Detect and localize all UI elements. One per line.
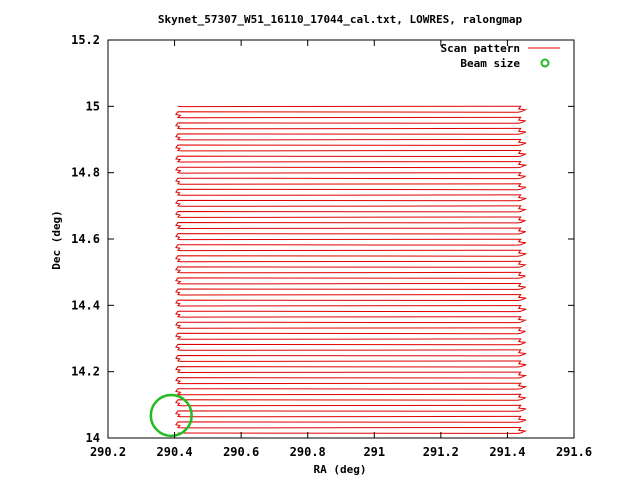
- x-axis: 290.2 290.4 290.6 290.8 291 291.2 291.4 291.6: [90, 40, 592, 459]
- x-tick-label: 291: [363, 445, 385, 459]
- scan-pattern-series: [175, 105, 528, 434]
- legend-swatch-beam-size: [540, 58, 550, 68]
- beam-size-circle: [149, 393, 193, 438]
- y-tick-label: 15.2: [71, 33, 100, 47]
- x-tick-label: 290.6: [223, 445, 259, 459]
- x-tick-label: 291.6: [556, 445, 592, 459]
- y-axis-label: Dec (deg): [50, 210, 63, 270]
- x-tick-label: 291.2: [423, 445, 459, 459]
- x-tick-label: 291.4: [489, 445, 525, 459]
- y-tick-label: 14.2: [71, 365, 100, 379]
- legend: Scan pattern Beam size: [441, 42, 560, 70]
- y-tick-label: 14.8: [71, 166, 100, 180]
- x-axis-label: RA (deg): [314, 463, 367, 476]
- y-tick-label: 15: [86, 99, 100, 113]
- y-tick-label: 14: [86, 431, 100, 445]
- scan-pattern-line: [175, 105, 528, 434]
- beam-size-series: [149, 393, 193, 438]
- x-tick-label: 290.4: [157, 445, 193, 459]
- legend-label-scan-pattern: Scan pattern: [441, 42, 520, 55]
- x-tick-label: 290.8: [290, 445, 326, 459]
- y-tick-label: 14.6: [71, 232, 100, 246]
- x-tick-label: 290.2: [90, 445, 126, 459]
- y-axis: 14 14.2 14.4 14.6 14.8 15 15.2: [71, 33, 574, 445]
- y-tick-label: 14.4: [71, 298, 100, 312]
- legend-label-beam-size: Beam size: [460, 57, 520, 70]
- chart-title: Skynet_57307_W51_16110_17044_cal.txt, LO…: [158, 13, 523, 26]
